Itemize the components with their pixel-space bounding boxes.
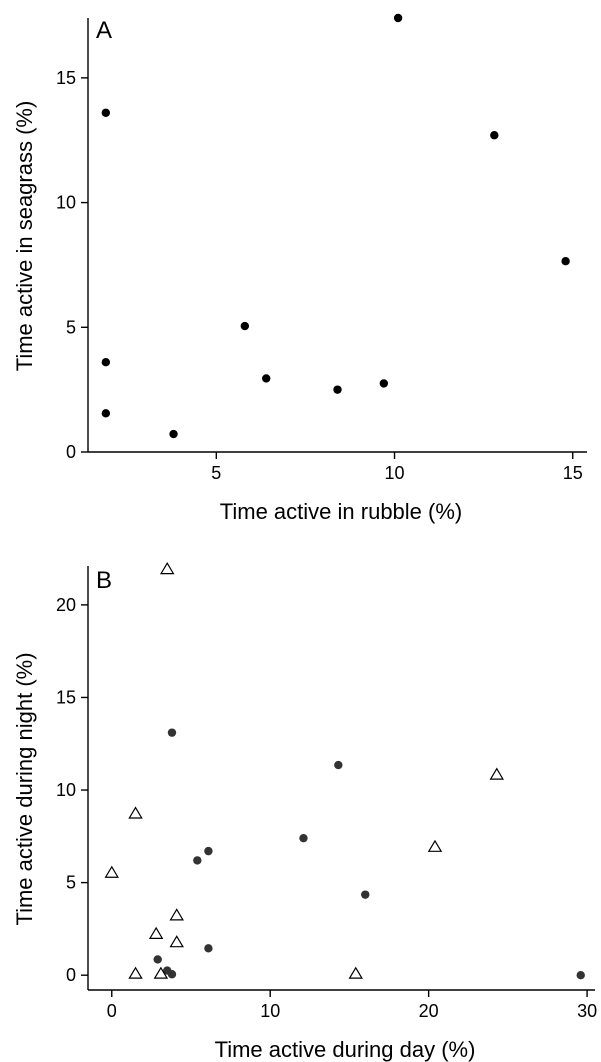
- panel-a-y-tick-label: 15: [56, 68, 76, 88]
- panel-b-data-point-circle: [576, 970, 585, 980]
- panel-a-y-tick-label: 5: [66, 317, 76, 337]
- panel-a-data-point-circle: [101, 409, 111, 418]
- panel-b-x-tick-label: 10: [260, 1001, 280, 1021]
- panel-a-y-tick-label: 0: [66, 442, 76, 462]
- panel-a-data-point-circle: [333, 385, 342, 394]
- panel-a-label: A: [96, 17, 112, 44]
- panel-b-x-tick-label: 30: [577, 1001, 597, 1021]
- panel-b-data-point-triangle: [148, 926, 164, 939]
- panel-b-x-axis-label: Time active during day (%): [215, 1037, 476, 1062]
- panel-b-data-point-circle: [361, 890, 370, 899]
- panel-a-x-tick-label: 15: [563, 463, 583, 483]
- panel-b-data-point-circle: [167, 728, 177, 737]
- panel-b-x-tick-label: 20: [419, 1001, 439, 1021]
- panel-b-data-point-triangle: [348, 966, 363, 979]
- panel-a-x-axis-label: Time active in rubble (%): [220, 499, 462, 524]
- panel-b-data-point-triangle: [128, 966, 143, 979]
- panel-a-x-tick-label: 5: [211, 463, 221, 483]
- panel-b-y-tick-label: 10: [56, 780, 76, 800]
- panel-a-data-point-circle: [240, 321, 250, 331]
- panel-b-y-tick-label: 15: [56, 687, 76, 707]
- panel-b-data-point-triangle: [153, 966, 169, 979]
- panel-b-label: B: [96, 567, 112, 594]
- panel-b-data-point-triangle: [489, 767, 504, 780]
- panel-b-data-point-circle: [167, 970, 177, 979]
- panel-b-x-tick-label: 0: [107, 1001, 117, 1021]
- panel-a-data-point-circle: [101, 108, 111, 117]
- panel-b-data-point-circle: [334, 760, 343, 770]
- panel-b-data-point-triangle: [427, 839, 443, 852]
- panel-a-y-axis-label: Time active in seagrass (%): [12, 101, 37, 372]
- panel-a-x-tick-label: 10: [385, 463, 405, 483]
- panel-b-data-point-triangle: [104, 865, 119, 878]
- panel-b-data-point-circle: [153, 955, 162, 964]
- panel-b-data-point-triangle: [159, 562, 175, 575]
- panel-b-y-axis-label: Time active during night (%): [12, 652, 37, 925]
- panel-b: B Time active during day (%) Time active…: [12, 562, 597, 1062]
- panel-b-y-tick-label: 5: [66, 873, 76, 893]
- panel-b-data-point-triangle: [169, 908, 184, 921]
- panel-a-data-point-circle: [561, 256, 570, 266]
- panel-a-data-point-circle: [262, 374, 271, 383]
- panel-a-data-point-circle: [379, 379, 389, 388]
- panel-a-y-tick-label: 10: [56, 193, 76, 213]
- panel-a-data-point-circle: [169, 429, 178, 439]
- panel-b-data-point-triangle: [128, 806, 143, 819]
- panel-b-y-tick-label: 20: [56, 595, 76, 615]
- panel-a-data-point-circle: [101, 358, 111, 367]
- panel-b-data-point-circle: [204, 846, 213, 856]
- panel-b-data-point-triangle: [169, 935, 184, 948]
- panel-b-data-point-circle: [299, 833, 308, 843]
- panel-b-y-tick-label: 0: [66, 965, 76, 985]
- panel-a: A Time active in rubble (%) Time active …: [12, 13, 587, 524]
- panel-a-data-point-circle: [393, 13, 403, 23]
- panel-b-data-point-circle: [193, 856, 202, 865]
- panel-b-data-point-circle: [204, 944, 213, 953]
- panel-a-data-point-circle: [490, 131, 499, 140]
